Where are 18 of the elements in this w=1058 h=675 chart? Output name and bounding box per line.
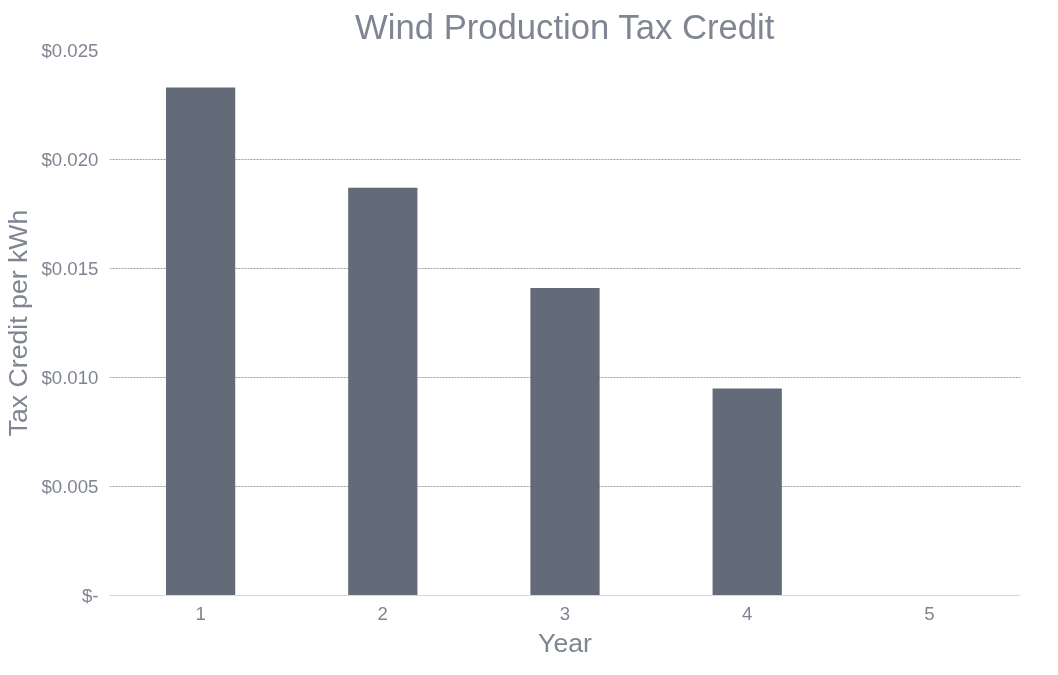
x-tick-label: 1 bbox=[195, 602, 206, 624]
y-tick-label: $- bbox=[81, 585, 99, 606]
chart-title: Wind Production Tax Credit bbox=[355, 7, 775, 46]
x-tick-label: 4 bbox=[742, 602, 753, 624]
y-tick-label: $0.020 bbox=[41, 149, 99, 170]
bar bbox=[165, 87, 236, 596]
bar bbox=[348, 187, 418, 596]
bar bbox=[530, 288, 600, 596]
x-tick-label: 2 bbox=[377, 602, 388, 624]
y-axis-title: Tax Credit per kWh bbox=[3, 209, 34, 437]
x-tick-label: 5 bbox=[924, 602, 935, 624]
bar bbox=[712, 388, 782, 596]
y-tick-label: $0.025 bbox=[41, 40, 99, 61]
x-axis-title: Year bbox=[538, 627, 593, 658]
x-tick-label: 3 bbox=[559, 602, 571, 624]
y-tick-label: $0.015 bbox=[41, 258, 99, 279]
y-tick-label: $0.010 bbox=[41, 367, 99, 388]
y-tick-label: $0.005 bbox=[41, 476, 99, 497]
